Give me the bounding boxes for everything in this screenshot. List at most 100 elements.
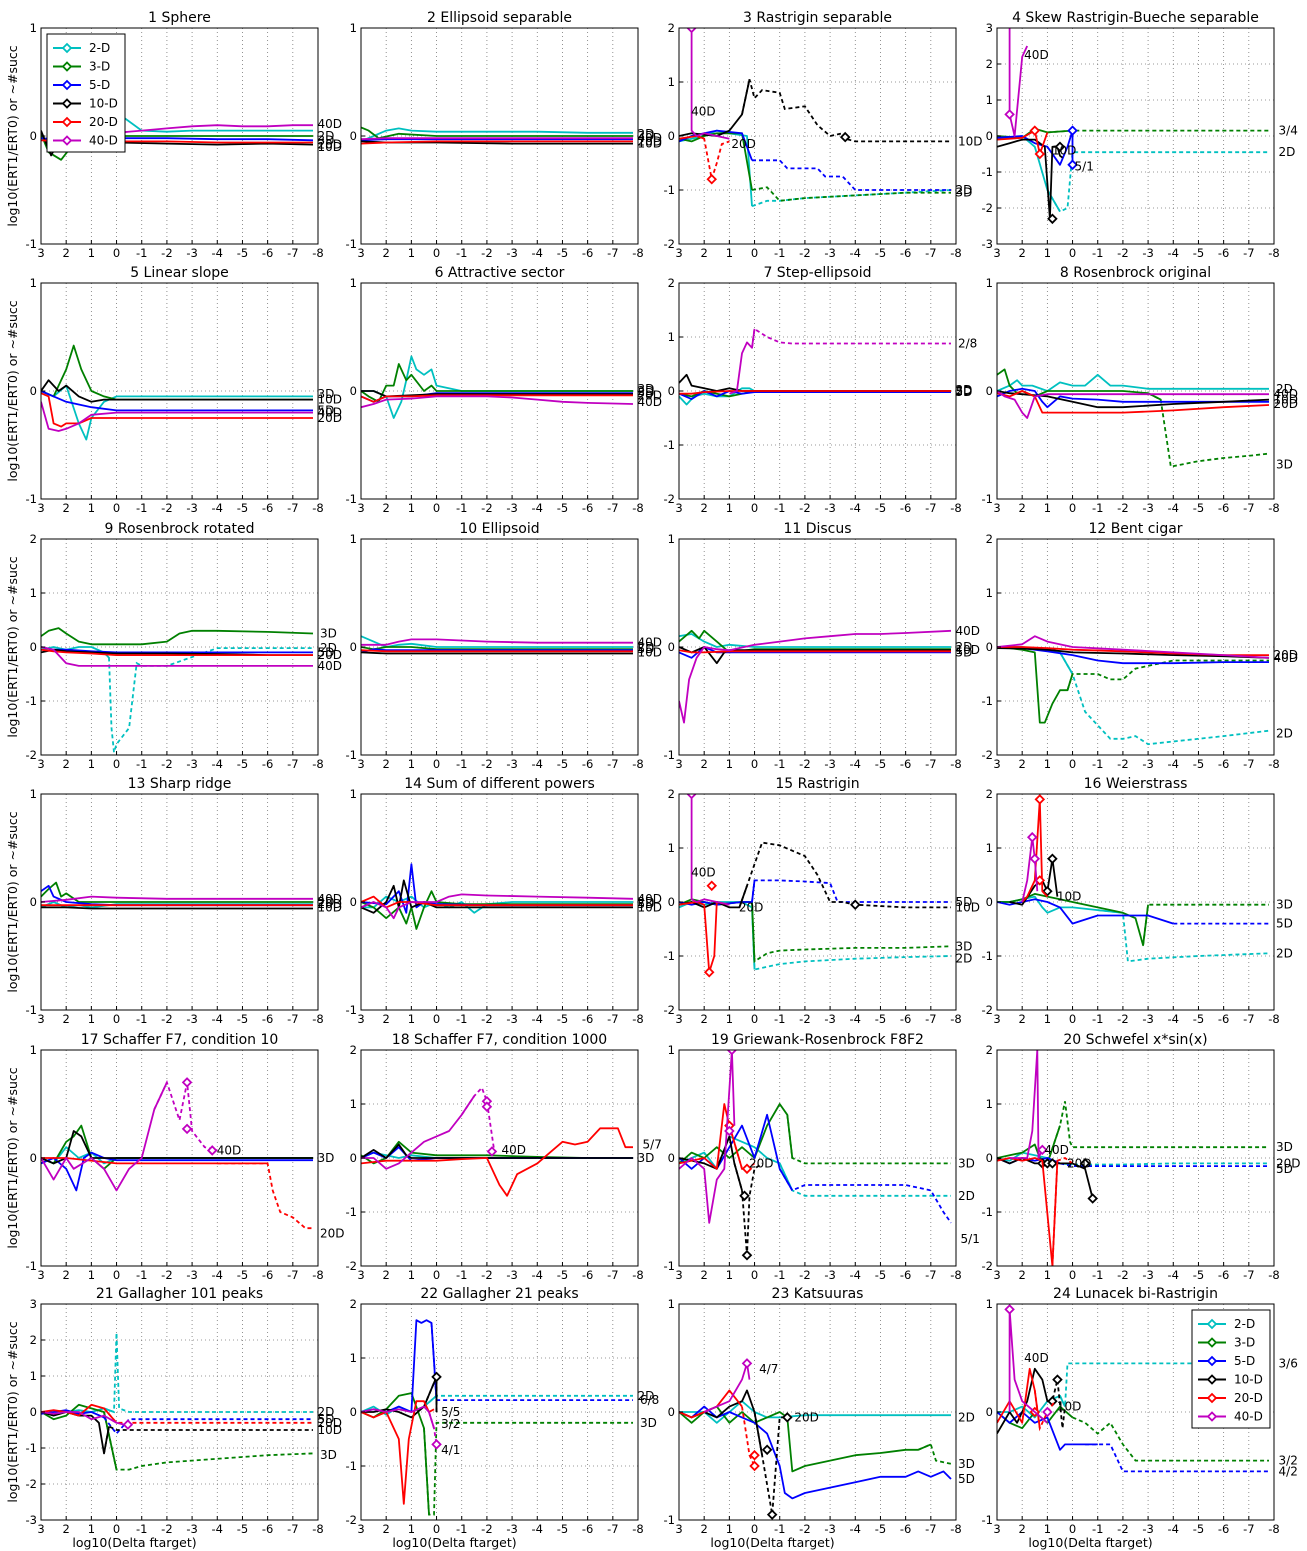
series-line-dashed-2-D xyxy=(1059,651,1270,746)
x-tick-label: 1 xyxy=(1044,757,1051,771)
x-tick-label: -4 xyxy=(212,1012,223,1026)
x-tick-label: -8 xyxy=(632,246,643,260)
x-tick-label: 1 xyxy=(1044,501,1051,515)
annotation-label: 40D xyxy=(1273,651,1298,665)
series-line-5-D xyxy=(41,1151,313,1192)
x-tick-label: -7 xyxy=(607,1268,618,1282)
series-line-dashed-40-D xyxy=(460,1086,496,1153)
y-tick-label: -2 xyxy=(26,1477,37,1491)
x-tick-label: 1 xyxy=(726,246,733,260)
x-tick-label: -6 xyxy=(262,1012,273,1026)
series-line-dashed-20-D xyxy=(728,1125,756,1170)
x-tick-label: 0 xyxy=(1069,1268,1076,1282)
series-marker xyxy=(850,899,861,910)
x-tick-label: -8 xyxy=(632,1268,643,1282)
annotation-label: 40D xyxy=(1044,1143,1069,1157)
y-tick-label: 0 xyxy=(350,384,357,398)
x-tick-label: -3 xyxy=(506,246,517,260)
series-line-20-D xyxy=(679,390,951,395)
series-line-20-D xyxy=(361,1400,435,1505)
annotation-label: 10D xyxy=(1057,890,1082,904)
x-tick-label: -2 xyxy=(481,501,492,515)
series-marker xyxy=(1079,1158,1091,1169)
y-tick-label: -1 xyxy=(346,1205,357,1219)
x-tick-label: -1 xyxy=(774,1012,785,1026)
x-tick-label: 3 xyxy=(993,1522,1000,1536)
x-tick-label: -5 xyxy=(1193,1522,1204,1536)
x-tick-label: 1 xyxy=(408,1012,415,1026)
x-tick-label: 3 xyxy=(675,1268,682,1282)
x-tick-label: 2 xyxy=(701,757,708,771)
x-tick-label: -2 xyxy=(1117,246,1128,260)
series-line-5-D xyxy=(679,390,951,400)
x-tick-label: -8 xyxy=(312,246,323,260)
x-tick-label: 1 xyxy=(408,501,415,515)
annotation-label: 20D xyxy=(637,388,662,402)
y-tick-label: 0 xyxy=(668,1151,675,1165)
x-tick-label: 0 xyxy=(113,1522,120,1536)
x-tick-label: 3 xyxy=(37,757,44,771)
x-tick-label: -2 xyxy=(481,757,492,771)
x-tick-label: 1 xyxy=(408,1522,415,1536)
x-tick-label: -2 xyxy=(481,246,492,260)
x-tick-label: -4 xyxy=(532,1522,543,1536)
x-tick-label: -1 xyxy=(136,1522,147,1536)
legend-label: 3-D xyxy=(89,60,110,74)
x-tick-label: -6 xyxy=(900,1012,911,1026)
series-line-20-D xyxy=(1021,798,1049,903)
x-tick-label: 3 xyxy=(357,1012,364,1026)
x-tick-label: 0 xyxy=(113,246,120,260)
x-tick-label: -8 xyxy=(312,757,323,771)
series-marker xyxy=(481,1101,493,1112)
series-line-10-D xyxy=(997,138,1064,220)
annotation-label: 10D xyxy=(955,900,980,914)
x-tick-label: -7 xyxy=(1243,1522,1254,1536)
y-tick-label: 0 xyxy=(986,384,993,398)
x-tick-label: -6 xyxy=(1218,1522,1229,1536)
series-line-20-D xyxy=(41,392,313,428)
annotation-label: 5D xyxy=(955,385,972,399)
y-tick-label: 2 xyxy=(350,1043,357,1057)
annotation-label: 20D xyxy=(317,411,342,425)
annotation-label: 2D xyxy=(1276,382,1293,396)
series-line-dashed-40-D xyxy=(428,1411,438,1445)
series-group xyxy=(41,344,313,441)
x-tick-label: -4 xyxy=(212,246,223,260)
annotation-label: 3D xyxy=(637,382,654,396)
x-tick-label: -3 xyxy=(824,757,835,771)
subplot: 19 Griewank-Rosenbrock F8F2 20D 3D 2D 5/1 3 2 1… xyxy=(664,1032,980,1282)
annotation-label: 3D xyxy=(320,627,337,641)
legend-marker xyxy=(1206,1374,1218,1385)
x-tick-label: -8 xyxy=(312,1522,323,1536)
x-tick-label: 1 xyxy=(726,1522,733,1536)
subplot: 22 Gallagher 21 peaks 2D6/8 3D 5/53/2 4/1 3 2 1… xyxy=(346,1286,660,1550)
series-line-40-D xyxy=(41,401,313,432)
y-tick-label: 2 xyxy=(668,787,675,801)
series-marker xyxy=(1047,1158,1058,1169)
y-tick-label: 1 xyxy=(30,276,37,290)
series-line-40-D xyxy=(729,328,756,395)
annotation-label: 40D xyxy=(691,865,716,879)
y-tick-label: -2 xyxy=(982,748,993,762)
x-tick-label: -5 xyxy=(237,757,248,771)
series-marker xyxy=(431,1371,442,1383)
y-tick-label: 1 xyxy=(986,1297,993,1311)
subplot-title: 17 Schaffer F7, condition 10 xyxy=(81,1032,279,1048)
annotation-label: 3/4 xyxy=(1279,124,1298,138)
x-tick-label: -2 xyxy=(799,246,810,260)
x-tick-label: 1 xyxy=(88,1268,95,1282)
x-tick-label: -8 xyxy=(950,246,961,260)
annotation-label: 40D xyxy=(955,624,980,638)
x-tick-label: -4 xyxy=(212,1268,223,1282)
x-tick-label: -8 xyxy=(950,1522,961,1536)
annotation-label: 2D xyxy=(320,641,337,655)
x-tick-label: -6 xyxy=(900,246,911,260)
x-tick-label: -4 xyxy=(1168,501,1179,515)
series-marker xyxy=(486,1146,498,1157)
x-tick-label: -1 xyxy=(774,501,785,515)
